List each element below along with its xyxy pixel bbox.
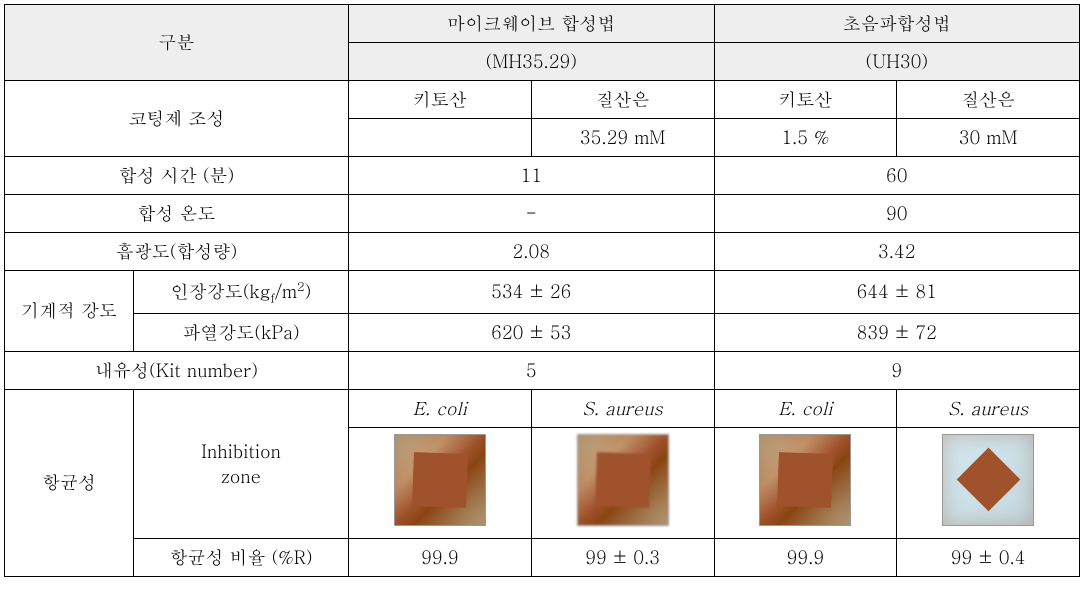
label-chitosan-m2: 키토산 [714,81,897,119]
value-synthesis-temp-m2: 90 [714,195,1080,233]
inhibition-line1: Inhibition [201,439,281,464]
label-saureus-m2: S. aureus [897,389,1080,427]
row-burst: 파열강도(kPa) 620 ± 53 839 ± 72 [5,313,1080,351]
value-oil-m2: 9 [714,351,1080,389]
label-burst-strength: 파열강도(kPa) [134,313,349,351]
value-absorbance-m2: 3.42 [714,233,1080,271]
comparison-table: 구분 마이크웨이브 합성법 초음파합성법 (MH35.29) (UH30) 코팅… [4,4,1080,577]
label-absorbance: 흡광도(합성량) [5,233,349,271]
label-ecoli-m1: E. coli [349,389,532,427]
label-coating-composition: 코팅제 조성 [5,81,349,157]
value-saureus-ratio-m1: 99 ± 0.3 [531,538,714,576]
row-antimicrobial-bacteria-labels: 항균성 Inhibition zone E. coli S. aureus E.… [5,389,1080,427]
label-antimicrobial: 항균성 [5,389,134,576]
value-ecoli-ratio-m2: 99.9 [714,538,897,576]
value-chitosan-m1 [349,119,532,157]
header-method1-title: 마이크웨이브 합성법 [349,5,715,43]
value-silver-m2: 30 mM [897,119,1080,157]
label-antimicrobial-ratio: 항균성 비율 (%R) [134,538,349,576]
value-synthesis-time-m1: 11 [349,157,715,195]
value-burst-m2: 839 ± 72 [714,313,1080,351]
row-tensile: 기계적 강도 인장강도(kgf/m2) 534 ± 26 644 ± 81 [5,271,1080,314]
value-chitosan-m2: 1.5 % [714,119,897,157]
inhibition-zone-image-placeholder [577,434,669,526]
header-method2-code: (UH30) [714,43,1080,81]
inhibition-zone-image-placeholder [759,434,851,526]
img-ecoli-m1 [349,427,532,538]
row-coating-labels: 코팅제 조성 키토산 질산은 키토산 질산은 [5,81,1080,119]
label-silver-m1: 질산은 [531,81,714,119]
label-ecoli-m2: E. coli [714,389,897,427]
label-tensile-strength: 인장강도(kgf/m2) [134,271,349,314]
label-inhibition-zone: Inhibition zone [134,389,349,538]
label-saureus-m1: S. aureus [531,389,714,427]
header-method1-code: (MH35.29) [349,43,715,81]
row-absorbance: 흡광도(합성량) 2.08 3.42 [5,233,1080,271]
label-synthesis-time: 합성 시간 (분) [5,157,349,195]
tensile-label-prefix: 인장강도(kg [171,279,271,304]
value-tensile-m1: 534 ± 26 [349,271,715,314]
label-synthesis-temp: 합성 온도 [5,195,349,233]
value-saureus-ratio-m2: 99 ± 0.4 [897,538,1080,576]
inhibition-zone-image-placeholder [394,434,486,526]
row-oil-resistance: 내유성(Kit number) 5 9 [5,351,1080,389]
value-tensile-m2: 644 ± 81 [714,271,1080,314]
value-synthesis-time-m2: 60 [714,157,1080,195]
img-saureus-m2 [897,427,1080,538]
row-antimicrobial-ratio: 항균성 비율 (%R) 99.9 99 ± 0.3 99.9 99 ± 0.4 [5,538,1080,576]
inhibition-zone-image-placeholder [942,434,1034,526]
inhibition-line2: zone [221,464,261,489]
label-chitosan-m1: 키토산 [349,81,532,119]
img-ecoli-m2 [714,427,897,538]
value-synthesis-temp-m1: - [349,195,715,233]
value-ecoli-ratio-m1: 99.9 [349,538,532,576]
header-category: 구분 [5,5,349,81]
value-absorbance-m1: 2.08 [349,233,715,271]
tensile-label-mid: /m [275,279,297,304]
row-synthesis-temp: 합성 온도 - 90 [5,195,1080,233]
label-mech-strength: 기계적 강도 [5,271,134,352]
table-header-row: 구분 마이크웨이브 합성법 초음파합성법 [5,5,1080,43]
img-saureus-m1 [531,427,714,538]
value-silver-m1: 35.29 mM [531,119,714,157]
tensile-label-suffix: ) [304,279,311,304]
label-oil-resistance: 내유성(Kit number) [5,351,349,389]
value-burst-m1: 620 ± 53 [349,313,715,351]
row-synthesis-time: 합성 시간 (분) 11 60 [5,157,1080,195]
header-method2-title: 초음파합성법 [714,5,1080,43]
value-oil-m1: 5 [349,351,715,389]
label-silver-m2: 질산은 [897,81,1080,119]
